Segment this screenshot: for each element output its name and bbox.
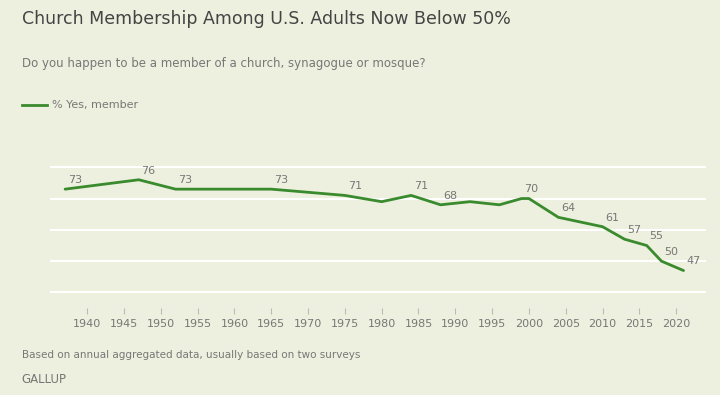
Text: 68: 68 bbox=[444, 191, 457, 201]
Text: 70: 70 bbox=[524, 184, 539, 194]
Text: 71: 71 bbox=[348, 181, 361, 191]
Text: 73: 73 bbox=[68, 175, 82, 185]
Text: 64: 64 bbox=[561, 203, 575, 213]
Text: 57: 57 bbox=[627, 225, 642, 235]
Text: Do you happen to be a member of a church, synagogue or mosque?: Do you happen to be a member of a church… bbox=[22, 57, 426, 70]
Text: 61: 61 bbox=[606, 213, 619, 222]
Text: % Yes, member: % Yes, member bbox=[52, 100, 138, 110]
Text: 47: 47 bbox=[686, 256, 701, 266]
Text: GALLUP: GALLUP bbox=[22, 373, 66, 386]
Text: 55: 55 bbox=[649, 231, 664, 241]
Text: 73: 73 bbox=[274, 175, 288, 185]
Text: Church Membership Among U.S. Adults Now Below 50%: Church Membership Among U.S. Adults Now … bbox=[22, 10, 510, 28]
Text: Based on annual aggregated data, usually based on two surveys: Based on annual aggregated data, usually… bbox=[22, 350, 360, 359]
Text: 73: 73 bbox=[179, 175, 192, 185]
Text: 50: 50 bbox=[665, 247, 678, 257]
Text: 76: 76 bbox=[142, 166, 156, 176]
Text: 71: 71 bbox=[414, 181, 428, 191]
